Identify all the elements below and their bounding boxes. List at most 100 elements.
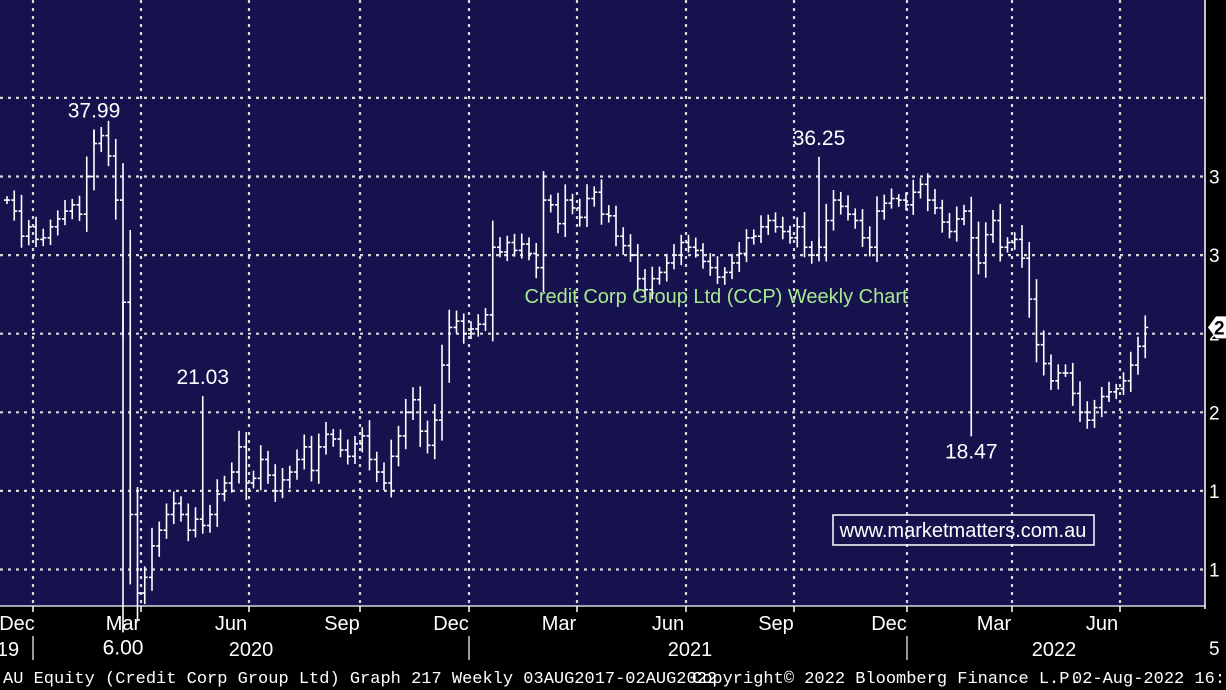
- watermark-link[interactable]: www.marketmatters.com.au: [839, 520, 1087, 542]
- ohlc-bar: [1135, 336, 1141, 375]
- ohlc-bar: [98, 126, 105, 153]
- ohlc-bar: [1011, 232, 1018, 250]
- ohlc-bar: [605, 205, 612, 223]
- x-year-label: 2021: [668, 639, 713, 661]
- ohlc-bar: [330, 428, 337, 447]
- ohlc-bar: [801, 212, 808, 258]
- ohlc-bar: [540, 171, 547, 292]
- ohlc-bar: [859, 209, 866, 247]
- ohlc-bar: [373, 451, 380, 483]
- ohlc-bar: [1120, 372, 1127, 396]
- x-month-label: Jun: [1086, 613, 1118, 635]
- ohlc-bar: [881, 194, 888, 220]
- x-month-label: Dec: [433, 613, 469, 635]
- ohlc-bar: [257, 445, 264, 491]
- chart-title: Credit Corp Group Ltd (CCP) Weekly Chart: [524, 286, 908, 308]
- ohlc-bar: [25, 220, 32, 246]
- ohlc-bar: [497, 237, 503, 258]
- ohlc-bar: [76, 195, 83, 221]
- ohlc-bar: [917, 178, 924, 199]
- ohlc-bar: [475, 314, 482, 337]
- ohlc-bar: [1091, 399, 1098, 428]
- y-tick-label: 3: [1209, 246, 1220, 267]
- ohlc-bar: [772, 212, 779, 233]
- ohlc-bar: [4, 196, 10, 205]
- ohlc-bar: [1077, 381, 1083, 422]
- ohlc-bar: [344, 439, 351, 465]
- ohlc-bar: [685, 234, 692, 253]
- ohlc-bar: [678, 234, 685, 266]
- footer-copyright: Copyright© 2022 Bloomberg Finance L.P.: [692, 670, 1080, 689]
- ohlc-bar: [924, 173, 931, 212]
- ohlc-bar: [424, 420, 431, 454]
- ohlc-bar: [489, 220, 496, 342]
- ohlc-bar: [301, 434, 308, 470]
- footer-security-info: AU Equity (Credit Corp Group Ltd) Graph …: [3, 670, 717, 689]
- ohlc-bar: [874, 196, 880, 263]
- ohlc-bar: [1062, 364, 1069, 377]
- ohlc-bar: [997, 203, 1004, 262]
- x-axis: Dec Mar Jun Sep Dec Mar Jun Sep Dec Mar Jun 19 2020 2…: [0, 605, 1205, 661]
- ohlc-bar: [1055, 364, 1062, 390]
- ohlc-bar: [794, 217, 801, 248]
- grid: [0, 0, 1206, 609]
- y-tick-label: 3: [1209, 168, 1220, 189]
- ohlc-bar: [185, 503, 192, 542]
- last-price-marker: 2: [1208, 316, 1226, 339]
- x-month-label: Mar: [542, 613, 577, 635]
- ohlc-bar: [18, 194, 25, 248]
- ohlc-bar: [1040, 330, 1047, 376]
- price-annotation: 36.25: [793, 127, 846, 150]
- ohlc-bar: [294, 449, 300, 480]
- price-annotation: 18.47: [945, 440, 998, 463]
- ohlc-bar: [627, 234, 634, 262]
- ohlc-bar: [410, 387, 416, 421]
- ohlc-bar: [975, 221, 982, 275]
- x-month-label: Sep: [324, 613, 360, 635]
- last-price-label: 2: [1214, 318, 1225, 339]
- ohlc-bar: [562, 184, 569, 238]
- ohlc-bar: [1098, 386, 1105, 418]
- ohlc-bar: [141, 566, 148, 605]
- ohlc-bar: [1048, 354, 1054, 390]
- ohlc-bar: [721, 267, 728, 285]
- x-year-label: 19: [0, 639, 19, 661]
- ohlc-bar: [33, 216, 39, 248]
- ohlc-bar: [1106, 381, 1112, 402]
- ohlc-bar: [555, 192, 561, 234]
- x-year-label: 2020: [229, 639, 274, 661]
- ohlc-bar: [663, 253, 670, 282]
- ohlc-bar: [127, 229, 134, 585]
- ohlc-bar: [286, 465, 293, 489]
- ohlc-bar: [598, 179, 605, 225]
- ohlc-bar: [613, 205, 619, 247]
- ohlc-bar: [692, 237, 699, 258]
- ohlc-bar: [439, 344, 445, 441]
- ohlc-bar: [961, 204, 967, 226]
- x-month-label: Dec: [0, 613, 35, 635]
- watermark-box[interactable]: [832, 514, 1095, 546]
- ohlc-bar: [279, 467, 286, 499]
- ohlc-bar: [250, 470, 257, 489]
- ohlc-bar: [1142, 315, 1149, 359]
- y-tick-label: 2: [1209, 403, 1220, 424]
- ohlc-bar: [105, 120, 112, 167]
- ohlc-bar: [112, 138, 119, 220]
- ohlc-bar: [1033, 279, 1040, 363]
- ohlc-bar: [990, 209, 996, 243]
- ohlc-bar: [576, 198, 583, 227]
- ohlc-bar: [359, 427, 366, 453]
- y-tick-label: 5: [1209, 639, 1220, 660]
- ohlc-bar: [656, 266, 663, 285]
- ohlc-bar: [707, 253, 714, 276]
- ohlc-bar: [417, 386, 424, 447]
- ohlc-bar: [620, 227, 627, 255]
- ohlc-bar: [47, 219, 54, 246]
- price-annotation: 6.00: [103, 636, 144, 659]
- ohlc-bar: [765, 214, 772, 235]
- ohlc-bar: [69, 198, 76, 220]
- ohlc-bar: [468, 321, 474, 340]
- ohlc-bar: [729, 253, 735, 280]
- ohlc-bar: [214, 479, 221, 527]
- ohlc-bar: [837, 191, 844, 215]
